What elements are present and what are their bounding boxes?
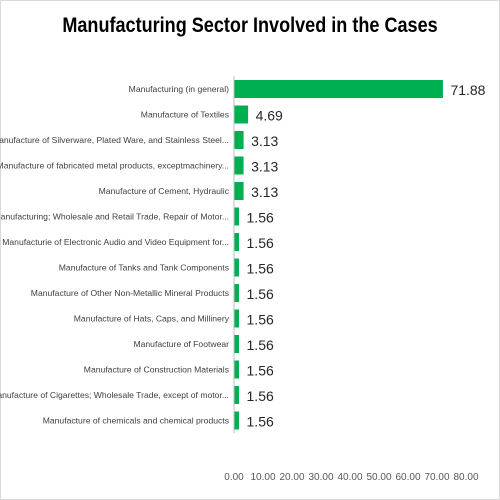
category-label: Manufacture of Tanks and Tank Components [59,263,229,273]
x-tick-label: 40.00 [337,472,362,483]
bar [234,182,244,200]
data-label: 1.56 [247,261,274,277]
category-label: Manufacture of Other Non-Metallic Minera… [31,288,229,298]
category-label: Manufacturie of Electronic Audio and Vid… [2,237,229,247]
data-label: 1.56 [247,210,274,226]
category-label: Manufacture of chemicals and chemical pr… [43,416,229,426]
data-label: 3.13 [251,133,278,149]
x-tick-label: 30.00 [308,472,333,483]
bar [234,156,244,175]
bar [234,386,240,404]
category-label: Manufacture of Footwear [133,339,229,349]
data-label: 1.56 [247,312,274,328]
x-tick-label: 50.00 [366,472,391,483]
bar [234,335,240,353]
category-label: Manufacturing (in general) [129,84,229,94]
x-tick-label: 10.00 [250,472,275,483]
x-tick-label: 80.00 [453,472,478,483]
data-label: 1.56 [247,286,274,302]
category-label: Manufacture of Construction Materials [84,365,229,375]
x-tick-label: 70.00 [424,472,449,483]
bar [234,207,240,226]
category-label: Manufacture of Textiles [141,110,229,120]
data-label: 1.56 [247,414,274,430]
bar [234,80,443,98]
data-label: 71.88 [450,82,485,98]
data-label: 1.56 [247,363,274,379]
bar [234,360,240,379]
bar [234,411,240,430]
data-label: 1.56 [247,337,274,353]
category-label: Manufacture of Cigarettes; Wholesale Tra… [0,390,229,400]
chart-title: Manufacturing Sector Involved in the Cas… [62,14,438,37]
bar [234,258,240,277]
category-label: Manufacture of Hats, Caps, and Millinery [74,314,230,324]
category-label: Manufacture of Cement, Hydraulic [99,186,230,196]
data-label: 4.69 [256,108,283,124]
category-label: Manufacturing; Wholesale and Retail Trad… [0,212,229,222]
x-tick-label: 60.00 [395,472,420,483]
data-label: 1.56 [247,388,274,404]
bar [234,105,249,124]
category-label: Manufacture of Silverware, Plated Ware, … [0,135,229,145]
x-tick-label: 0.00 [224,472,244,483]
x-tick-label: 20.00 [279,472,304,483]
bar [234,233,240,251]
data-label: 1.56 [247,235,274,251]
data-label: 3.13 [251,184,278,200]
bar [234,309,240,328]
data-label: 3.13 [251,159,278,175]
category-label: Manufacture of fabricated metal products… [0,161,229,171]
bar [234,131,244,149]
bar [234,284,240,302]
